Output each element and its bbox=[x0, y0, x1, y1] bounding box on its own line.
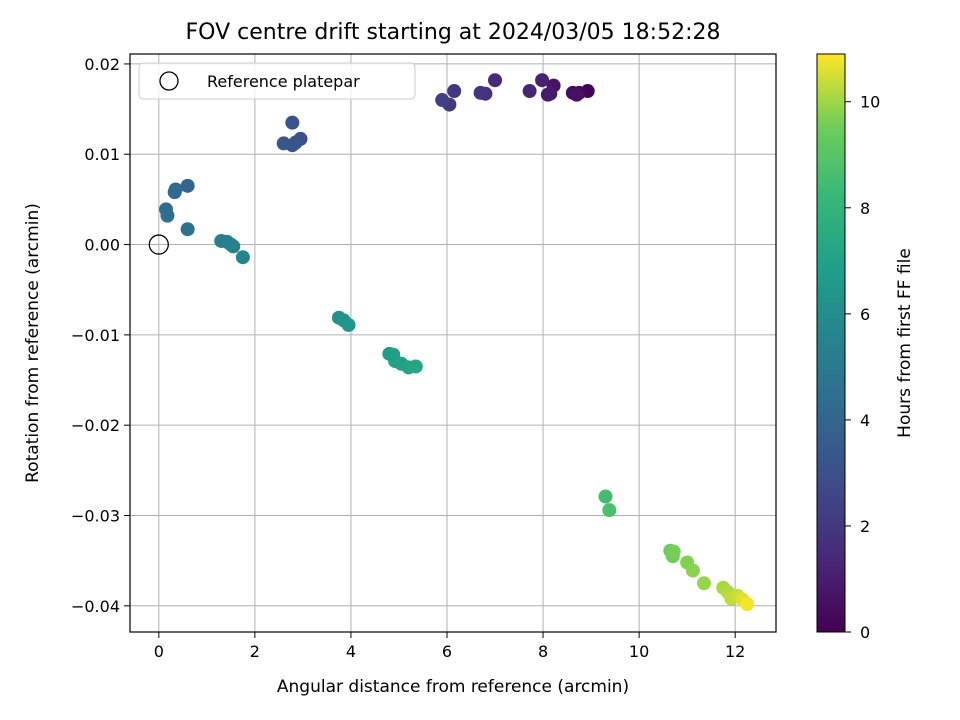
data-points bbox=[159, 73, 755, 612]
x-tick-label: 8 bbox=[538, 642, 548, 661]
data-point bbox=[602, 503, 617, 518]
y-tick-label: 0.00 bbox=[84, 236, 120, 255]
colorbar-tick-label: 2 bbox=[860, 517, 870, 536]
data-point bbox=[226, 239, 241, 254]
x-tick-label: 12 bbox=[725, 642, 745, 661]
data-point bbox=[447, 84, 462, 99]
colorbar-gradient bbox=[816, 53, 846, 633]
legend: Reference platepar bbox=[138, 62, 416, 100]
data-point bbox=[543, 86, 558, 101]
data-point bbox=[341, 317, 356, 332]
data-point bbox=[180, 222, 195, 237]
colorbar-tick-label: 4 bbox=[860, 411, 870, 430]
x-tick-label: 10 bbox=[629, 642, 649, 661]
x-tick-label: 4 bbox=[346, 642, 356, 661]
data-point bbox=[180, 178, 195, 193]
colorbar-ticks: 0 2 4 6 8 10 bbox=[845, 93, 880, 642]
data-point bbox=[598, 489, 613, 504]
colorbar-tick-label: 8 bbox=[860, 199, 870, 218]
y-tick-label: −0.02 bbox=[71, 416, 120, 435]
data-point bbox=[522, 84, 537, 99]
legend-box bbox=[138, 62, 416, 100]
y-tick-label: −0.03 bbox=[71, 506, 120, 525]
data-point bbox=[408, 359, 423, 374]
data-point bbox=[569, 87, 584, 102]
data-point bbox=[535, 73, 550, 88]
data-point bbox=[666, 544, 681, 559]
data-point bbox=[435, 93, 450, 108]
chart-title: FOV centre drift starting at 2024/03/05 … bbox=[186, 20, 721, 45]
legend-marker-icon bbox=[159, 71, 179, 91]
y-tick-label: −0.04 bbox=[71, 597, 120, 616]
data-point bbox=[285, 115, 300, 130]
y-ticks: 0.02 0.01 0.00 −0.01 −0.02 −0.03 −0.04 bbox=[71, 55, 130, 616]
data-point bbox=[160, 208, 175, 223]
colorbar-label: Hours from first FF file bbox=[895, 248, 915, 438]
reference-marker bbox=[148, 234, 169, 255]
colorbar-tick-label: 10 bbox=[860, 93, 880, 112]
data-point bbox=[488, 73, 503, 88]
data-point bbox=[235, 250, 250, 265]
colorbar-tick-label: 6 bbox=[860, 305, 870, 324]
y-tick-label: 0.02 bbox=[84, 55, 120, 74]
x-axis-label: Angular distance from reference (arcmin) bbox=[277, 677, 629, 697]
data-point bbox=[276, 136, 291, 151]
plot-frame bbox=[129, 53, 777, 633]
reference-point bbox=[148, 234, 169, 255]
x-tick-label: 6 bbox=[442, 642, 452, 661]
x-ticks: 0 2 4 6 8 10 12 bbox=[154, 632, 745, 661]
y-axis-label: Rotation from reference (arcmin) bbox=[23, 203, 43, 483]
data-point bbox=[685, 563, 700, 578]
legend-entry-label: Reference platepar bbox=[207, 72, 360, 91]
data-point bbox=[473, 85, 488, 100]
data-point bbox=[696, 576, 711, 591]
x-tick-label: 2 bbox=[250, 642, 260, 661]
x-tick-label: 0 bbox=[154, 642, 164, 661]
grid-lines bbox=[130, 54, 776, 632]
colorbar-tick-label: 0 bbox=[860, 623, 870, 642]
colorbar: 0 2 4 6 8 10 bbox=[816, 53, 880, 642]
y-tick-label: 0.01 bbox=[84, 145, 120, 164]
y-tick-label: −0.01 bbox=[71, 326, 120, 345]
data-point bbox=[740, 597, 755, 612]
data-point bbox=[167, 185, 182, 200]
